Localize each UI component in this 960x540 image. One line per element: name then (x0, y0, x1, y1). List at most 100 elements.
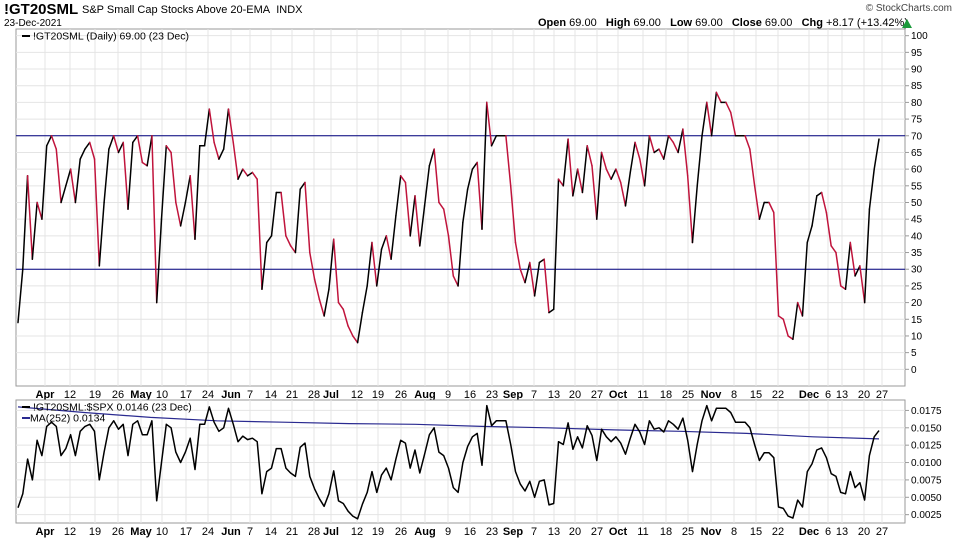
price-segment (768, 201, 775, 214)
panel-1-xtick-label: 18 (660, 389, 672, 401)
symbol-title: !GT20SML (4, 1, 79, 18)
price-segment (457, 221, 464, 287)
price-segment (706, 101, 713, 137)
price-segment (849, 241, 856, 277)
price-segment (619, 181, 627, 207)
price-segment (854, 265, 861, 277)
price-segment (596, 151, 603, 220)
price-segment (74, 158, 81, 204)
price-segment (529, 261, 536, 297)
panel-1-xtick-label: 7 (247, 389, 253, 401)
price-segment (548, 308, 555, 314)
panel-2-xtick-label: 18 (660, 526, 672, 538)
panel-1-ytick-label: 85 (911, 81, 923, 92)
price-segment (352, 335, 359, 344)
panel-2-xtick-label: Oct (609, 526, 628, 538)
panel-2-xtick-label: 8 (731, 526, 737, 538)
price-segment (873, 138, 880, 170)
price-segment (835, 251, 842, 287)
price-segment (36, 201, 43, 220)
price-segment (69, 168, 77, 204)
price-segment (395, 175, 402, 217)
panel-1-ytick-label: 35 (911, 248, 923, 259)
panel-1-xtick-label: 20 (858, 389, 870, 401)
price-segment (251, 171, 258, 180)
price-segment (686, 175, 694, 244)
panel-2-ytick-label: 0.0125 (911, 441, 942, 452)
price-segment (294, 188, 301, 254)
price-segment (194, 145, 201, 240)
legend-ratio: !GT20SML:$SPX 0.0146 (23 Dec) (33, 402, 192, 414)
panel-2-xtick-label: Nov (701, 526, 723, 538)
copyright-link[interactable]: © StockCharts.com (865, 3, 952, 14)
price-segment (830, 245, 837, 254)
price-segment (663, 135, 670, 160)
panel-1-xtick-label: 25 (682, 389, 694, 401)
price-segment (366, 241, 373, 287)
price-segment (26, 175, 34, 260)
panel-2-xtick-label: Aug (414, 526, 435, 538)
panel-1-xtick-label: 6 (825, 389, 831, 401)
panel-1-xtick-label: 12 (64, 389, 76, 401)
panel-2-xtick-label: 22 (772, 526, 784, 538)
panel-1-xtick-label: 9 (445, 389, 451, 401)
price-segment (844, 241, 852, 290)
panel-2-xtick-label: Apr (36, 526, 56, 538)
price-segment (428, 148, 435, 167)
panel-1-xtick-label: Nov (701, 389, 723, 401)
price-segment (112, 135, 120, 154)
panel-1-ytick-label: 75 (911, 115, 923, 126)
price-segment (31, 201, 38, 260)
price-segment (471, 161, 478, 170)
price-segment (399, 175, 407, 184)
panel-1-xtick-label: Jul (323, 389, 339, 401)
price-segment (753, 185, 761, 220)
price-segment (323, 288, 330, 317)
price-segment (486, 101, 493, 147)
price-segment (361, 285, 368, 314)
panel-1-ytick-label: 45 (911, 215, 923, 226)
panel-1-xtick-label: 28 (308, 389, 320, 401)
panel-1-xtick-label: 26 (395, 389, 407, 401)
price-segment (433, 148, 440, 204)
change-value: +8.17 (+13.42%) (826, 17, 908, 29)
price-segment (552, 178, 560, 311)
panel-2-xtick-label: 13 (548, 526, 560, 538)
low-label: Low (670, 17, 693, 29)
panel-1-ytick-label: 30 (911, 265, 923, 276)
price-segment (782, 318, 789, 337)
price-segment (218, 148, 225, 160)
price-segment (127, 141, 134, 210)
panel-2-xtick-label: 26 (112, 526, 124, 538)
price-segment (624, 171, 632, 207)
price-segment (514, 241, 521, 270)
price-segment (41, 145, 48, 220)
legend-ma: MA(252) 0.0134 (30, 413, 105, 425)
price-segment (610, 168, 617, 180)
price-segment (701, 101, 708, 137)
panel-1-ytick-label: 15 (911, 315, 923, 326)
price-segment (672, 141, 679, 154)
panel-2-xtick-label: 25 (682, 526, 694, 538)
price-segment (117, 141, 124, 154)
price-segment (390, 215, 397, 260)
price-segment (868, 168, 875, 210)
price-segment (93, 158, 101, 267)
price-segment (658, 148, 665, 160)
price-segment (318, 298, 325, 317)
price-segment (806, 225, 813, 244)
price-segment (136, 135, 144, 164)
close-label: Close (731, 17, 762, 29)
panel-1-xtick-label: 22 (772, 389, 784, 401)
panel-2-xtick-label: 27 (876, 526, 888, 538)
price-segment (744, 135, 751, 150)
price-segment (605, 168, 612, 180)
price-segment (677, 128, 684, 154)
panel-1-xtick-label: 24 (202, 389, 214, 401)
price-segment (725, 101, 732, 114)
price-segment (777, 315, 785, 321)
price-segment (481, 101, 488, 230)
price-segment (648, 135, 655, 154)
price-segment (22, 175, 29, 270)
